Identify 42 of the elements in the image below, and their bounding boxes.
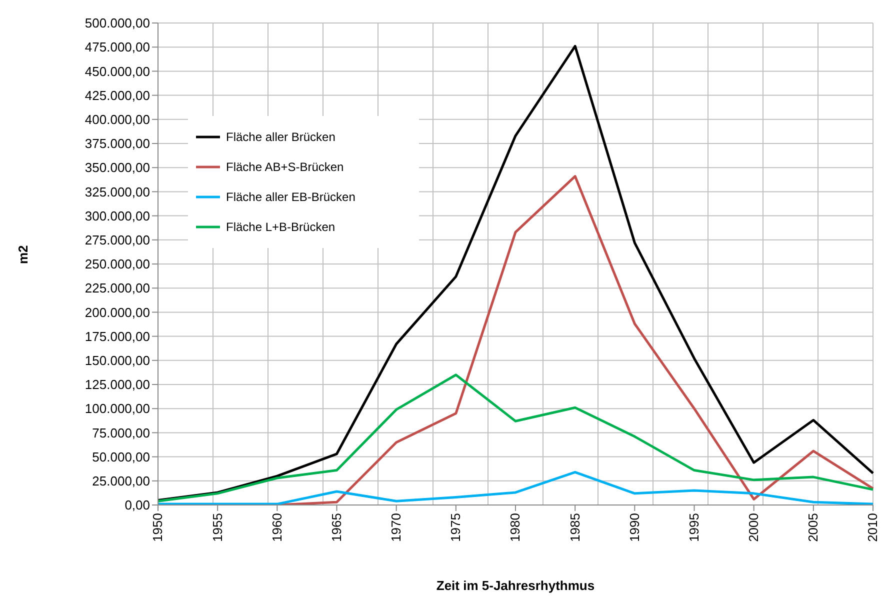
line-series [156,44,874,502]
y-tick-label: 350.000,00 [84,160,150,176]
x-tick-label: 2000 [746,513,762,542]
y-tick-label: 250.000,00 [84,256,150,272]
x-tick-label: 2010 [865,513,880,542]
y-tick-label: 100.000,00 [84,401,150,416]
x-tick-label: 2005 [806,513,821,542]
y-tick-label: 400.000,00 [84,112,150,128]
y-tick-label: 75.000,00 [92,425,150,440]
y-tick-label: 450.000,00 [84,64,150,79]
y-tick-label: 425.000,00 [84,88,150,103]
line-series [156,374,874,502]
x-tick-label: 1970 [388,513,404,542]
x-tick-label: 1990 [626,513,642,542]
y-tick-label: 325.000,00 [84,184,150,200]
x-tick-label: 1960 [269,513,284,542]
legend-label: Fläche aller EB-Brücken [226,189,356,206]
y-tick-label: 500.000,00 [84,16,150,31]
x-tick-label: 1985 [567,513,582,542]
y-tick-label: 150.000,00 [84,353,150,368]
legend-label: Fläche L+B-Brücken [226,219,336,236]
y-tick-label: 200.000,00 [84,304,150,320]
y-tick-label: 225.000,00 [84,280,150,296]
x-axis-title: Zeit im 5-Jahresrhythmus [436,578,595,593]
x-tick-label: 1975 [448,513,464,542]
y-tick-label: 0,00 [124,498,150,513]
y-tick-label: 275.000,00 [84,232,150,248]
y-tick-label: 125.000,00 [84,377,150,392]
x-tick-label: 1955 [210,513,225,542]
y-axis-title: m2 [16,245,31,264]
y-tick-label: 175.000,00 [84,328,150,344]
x-tick-label: 1965 [328,513,344,542]
x-tick-label: 1995 [686,513,702,542]
legend-label: Fläche aller Brücken [226,129,336,146]
y-tick-label: 50.000,00 [92,449,150,464]
x-tick-label: 1980 [508,513,523,542]
y-tick-label: 25.000,00 [92,474,150,489]
y-tick-label: 300.000,00 [84,208,150,224]
y-tick-label: 375.000,00 [84,136,150,152]
x-tick-label: 1950 [150,513,166,542]
legend-label: Fläche AB+S-Brücken [226,159,344,176]
y-tick-label: 475.000,00 [84,40,150,55]
